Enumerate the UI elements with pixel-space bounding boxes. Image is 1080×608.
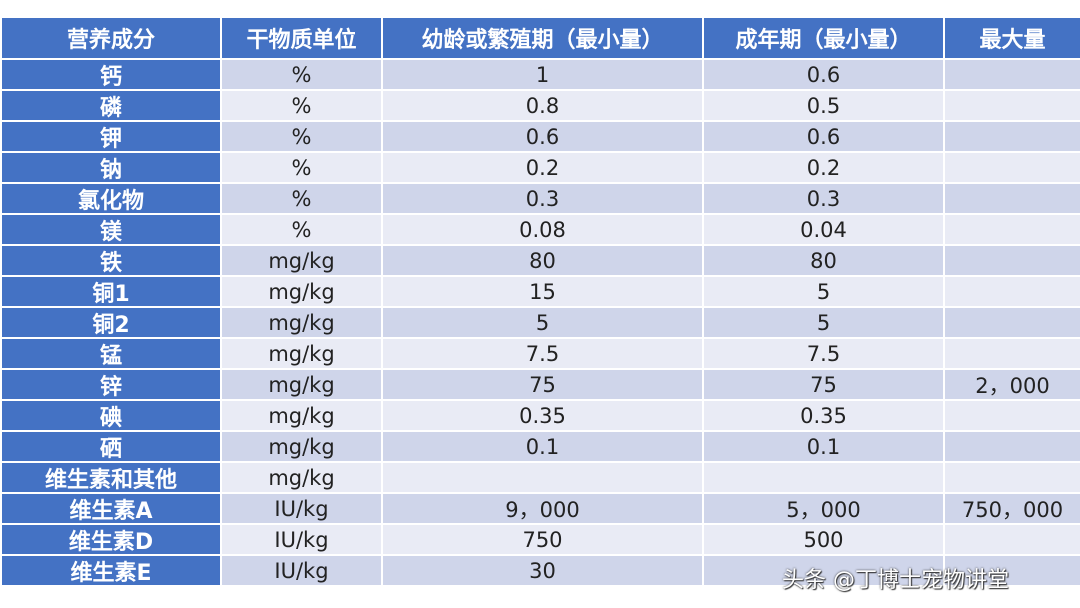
header-cell: 成年期（最小量） [704, 18, 943, 58]
row-label: 铜1 [2, 277, 220, 306]
row-label: 锰 [2, 339, 220, 368]
table-cell: 75 [704, 370, 943, 399]
table-cell: 5 [383, 308, 702, 337]
watermark: 头条 @丁博士宠物讲堂 [782, 568, 1009, 593]
row-label: 铜2 [2, 308, 220, 337]
header-cell: 最大量 [945, 18, 1080, 58]
table-cell [383, 463, 702, 492]
table-cell [945, 122, 1080, 151]
table-cell: mg/kg [222, 463, 381, 492]
table-cell: 0.35 [383, 401, 702, 430]
table-cell: % [222, 184, 381, 213]
table-cell: 5 [704, 277, 943, 306]
table-cell: mg/kg [222, 370, 381, 399]
table-cell [945, 525, 1080, 554]
table-cell: IU/kg [222, 525, 381, 554]
table-cell: 500 [704, 525, 943, 554]
table-cell: 30 [383, 556, 702, 585]
row-label: 维生素E [2, 556, 220, 585]
table-cell [945, 339, 1080, 368]
row-label: 锌 [2, 370, 220, 399]
row-label: 镁 [2, 215, 220, 244]
header-cell: 幼龄或繁殖期（最小量） [383, 18, 702, 58]
table-cell [945, 60, 1080, 89]
row-label: 钠 [2, 153, 220, 182]
table-cell [704, 463, 943, 492]
table-cell [945, 277, 1080, 306]
table-cell: 15 [383, 277, 702, 306]
table-cell [945, 432, 1080, 461]
table-cell [945, 401, 1080, 430]
table-cell: 0.35 [704, 401, 943, 430]
table-cell: mg/kg [222, 246, 381, 275]
table-cell: 0.04 [704, 215, 943, 244]
table-cell: 0.1 [383, 432, 702, 461]
table-cell [945, 215, 1080, 244]
table-cell: 0.2 [383, 153, 702, 182]
row-label: 维生素D [2, 525, 220, 554]
table-cell: mg/kg [222, 308, 381, 337]
table-cell [945, 556, 1080, 585]
table-cell: mg/kg [222, 401, 381, 430]
header-cell: 干物质单位 [222, 18, 381, 58]
row-label: 硒 [2, 432, 220, 461]
table-cell: IU/kg [222, 556, 381, 585]
row-label: 碘 [2, 401, 220, 430]
table-cell: 1 [383, 60, 702, 89]
table-cell: 0.3 [383, 184, 702, 213]
table-cell: mg/kg [222, 277, 381, 306]
table-cell [945, 91, 1080, 120]
table-cell: 5 [704, 308, 943, 337]
row-label: 钙 [2, 60, 220, 89]
table-cell: 0.1 [704, 432, 943, 461]
table-cell: 80 [704, 246, 943, 275]
table-cell: 0.6 [704, 122, 943, 151]
table-cell: % [222, 122, 381, 151]
table-cell [945, 308, 1080, 337]
table-cell: 7.5 [704, 339, 943, 368]
table-cell: 0.8 [383, 91, 702, 120]
table-cell [945, 246, 1080, 275]
table-cell: 5，000 [704, 494, 943, 523]
table-cell: 7.5 [383, 339, 702, 368]
table-cell: 0.5 [704, 91, 943, 120]
table-cell [945, 184, 1080, 213]
table-cell: 0.2 [704, 153, 943, 182]
table-cell: 750，000 [945, 494, 1080, 523]
table-cell: 750 [383, 525, 702, 554]
table-cell: 9，000 [383, 494, 702, 523]
row-label: 钾 [2, 122, 220, 151]
row-label: 铁 [2, 246, 220, 275]
table-cell [945, 463, 1080, 492]
table-cell: % [222, 153, 381, 182]
table-cell: mg/kg [222, 432, 381, 461]
table-cell [704, 556, 943, 585]
header-cell: 营养成分 [2, 18, 220, 58]
nutrient-table: 营养成分 干物质单位 幼龄或繁殖期（最小量） 成年期（最小量） 最大量钙% 1 0.6 磷% 0… [2, 18, 1080, 585]
row-label: 维生素A [2, 494, 220, 523]
table-cell: % [222, 215, 381, 244]
table-cell: 0.6 [383, 122, 702, 151]
row-label: 磷 [2, 91, 220, 120]
table-cell: 2，000 [945, 370, 1080, 399]
table-cell: mg/kg [222, 339, 381, 368]
table-cell: IU/kg [222, 494, 381, 523]
table-cell: 0.3 [704, 184, 943, 213]
row-label: 维生素和其他 [2, 463, 220, 492]
table-cell: 80 [383, 246, 702, 275]
table-cell [945, 153, 1080, 182]
table-cell: % [222, 60, 381, 89]
table-cell: 0.08 [383, 215, 702, 244]
row-label: 氯化物 [2, 184, 220, 213]
table-cell: 75 [383, 370, 702, 399]
table-cell: % [222, 91, 381, 120]
table-cell: 0.6 [704, 60, 943, 89]
